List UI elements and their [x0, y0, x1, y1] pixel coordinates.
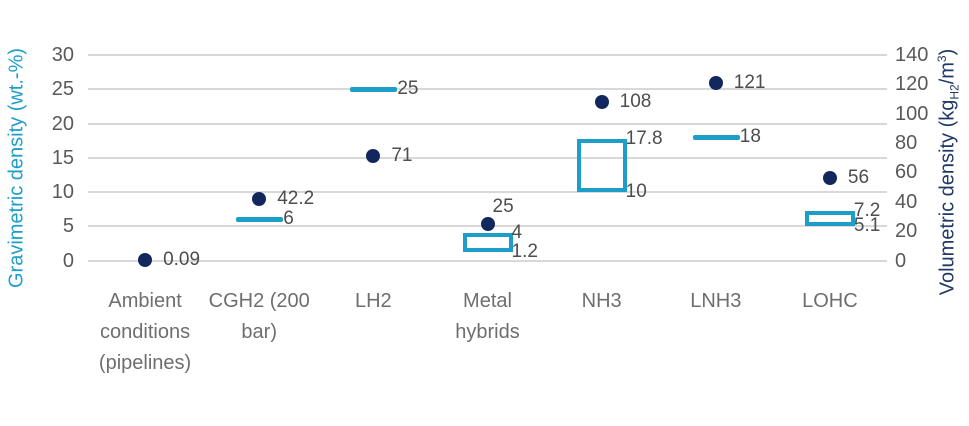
- category-label-line: bar): [241, 321, 277, 343]
- gravimetric-value-label: 18: [739, 126, 761, 148]
- gravimetric-high-label: 17.8: [625, 127, 663, 149]
- volumetric-value-label: 121: [733, 71, 766, 93]
- volumetric-dot-marker: [822, 171, 837, 186]
- gridline: [88, 191, 887, 193]
- right-axis-title-text: Volumetric density (kg: [936, 99, 959, 296]
- right-axis-tick: 20: [895, 220, 918, 243]
- right-axis-tick: 120: [895, 73, 929, 96]
- gravimetric-high-label: 4: [511, 222, 523, 244]
- volumetric-dot-marker: [252, 191, 267, 206]
- volumetric-value-label: 71: [391, 145, 413, 167]
- category-label: LNH3: [631, 286, 801, 317]
- volumetric-value-label: 42.2: [277, 187, 315, 209]
- left-axis-tick: 0: [62, 249, 74, 272]
- left-axis-tick: 5: [62, 215, 74, 238]
- gravimetric-line-marker: [236, 216, 284, 222]
- gravimetric-high-label: 7.2: [853, 200, 881, 222]
- category-label-line: Metal: [463, 290, 512, 312]
- right-axis-title: Volumetric density (kgH2/m3): [934, 48, 962, 296]
- right-axis-tick: 140: [895, 44, 929, 66]
- category-label-line: hybrids: [455, 321, 520, 343]
- right-axis-tick: 0: [895, 249, 907, 272]
- right-axis-tick: 80: [895, 132, 918, 155]
- gravimetric-line-marker: [692, 134, 740, 140]
- volumetric-dot-marker: [138, 253, 153, 268]
- gravimetric-low-label: 10: [625, 181, 647, 202]
- gravimetric-range-box: [804, 211, 855, 226]
- volumetric-value-label: 0.09: [163, 249, 201, 271]
- category-label: LH2: [288, 286, 458, 317]
- category-label-line: conditions: [100, 321, 191, 343]
- gridline: [88, 122, 887, 125]
- category-label-line: LH2: [354, 290, 392, 312]
- left-axis-tick: 25: [51, 78, 74, 101]
- volumetric-dot-marker: [480, 216, 495, 231]
- volumetric-dot-marker: [594, 94, 609, 109]
- gravimetric-line-marker: [350, 86, 398, 92]
- volumetric-dot-marker: [366, 149, 381, 164]
- gravimetric-range-box: [462, 233, 513, 253]
- right-axis-title-text: /m: [936, 62, 959, 85]
- right-axis-title-subscript: H2: [947, 84, 962, 100]
- gridline: [88, 259, 887, 262]
- right-axis-tick: 40: [895, 190, 918, 213]
- category-label: LOHC: [745, 286, 915, 317]
- right-axis-title-superscript: 3: [934, 55, 949, 63]
- category-label-line: (pipelines): [98, 352, 192, 374]
- category-label: NH3: [517, 286, 687, 317]
- category-label-line: LOHC: [802, 290, 858, 312]
- category-label-line: CGH2 (200: [208, 290, 310, 312]
- left-axis-tick: 20: [51, 112, 74, 135]
- left-axis-tick: 10: [51, 181, 74, 203]
- gravimetric-range-box: [576, 138, 627, 192]
- left-axis-tick: 15: [51, 146, 74, 169]
- gridline: [88, 156, 887, 159]
- volumetric-dot-marker: [708, 75, 723, 90]
- category-label-line: NH3: [581, 290, 622, 312]
- gridline: [88, 54, 887, 56]
- category-label-line: Ambient: [108, 290, 182, 312]
- right-axis-tick: 100: [895, 102, 929, 125]
- volumetric-value-label: 56: [847, 167, 870, 189]
- category-label: Metal hybrids: [403, 286, 573, 348]
- category-label: CGH2 (200 bar): [174, 286, 344, 348]
- gravimetric-value-label: 25: [397, 78, 419, 100]
- category-label: Ambient conditions (pipelines): [60, 286, 230, 379]
- right-axis-tick: 60: [895, 161, 918, 184]
- left-axis-tick: 30: [51, 44, 74, 66]
- volumetric-value-label: 25: [492, 195, 514, 217]
- gravimetric-value-label: 6: [283, 208, 294, 230]
- right-axis-title-text: ): [936, 48, 959, 56]
- volumetric-value-label: 108: [619, 90, 652, 112]
- gridline: [88, 88, 887, 91]
- category-label-line: LNH3: [690, 290, 742, 312]
- gravimetric-low-label: 5.1: [853, 214, 881, 236]
- gravimetric-low-label: 1.2: [511, 241, 538, 263]
